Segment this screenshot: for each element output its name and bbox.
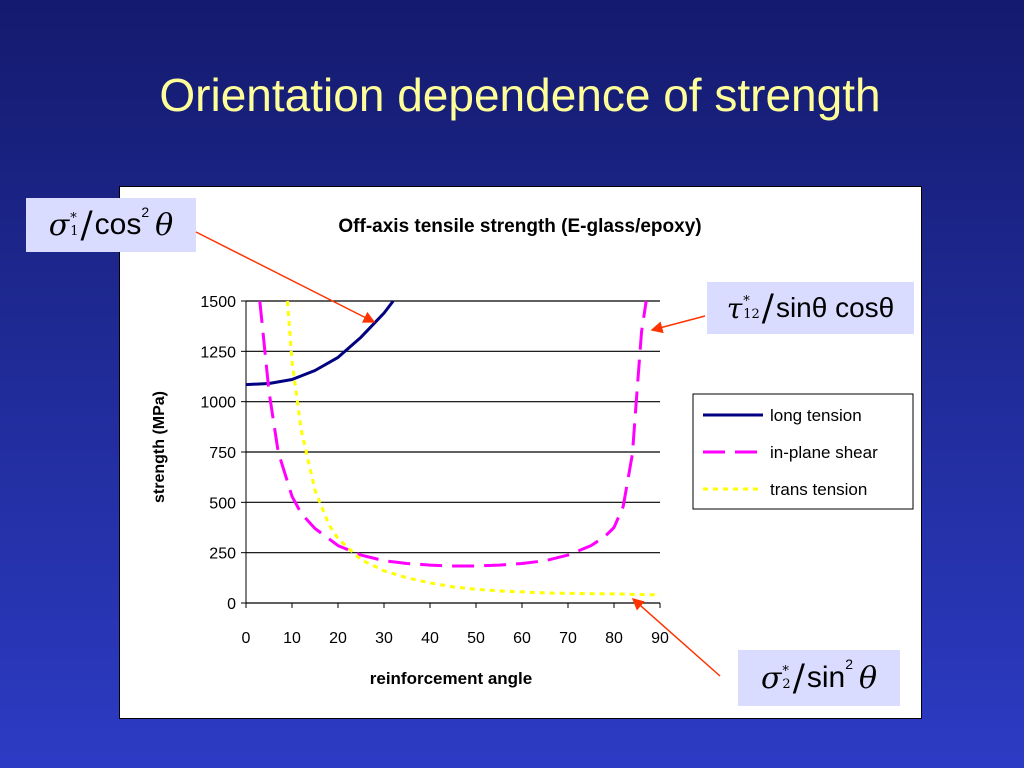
legend-label: in-plane shear	[770, 443, 878, 462]
y-tick-label: 250	[209, 546, 236, 563]
x-tick-label: 60	[513, 630, 531, 647]
series-layer	[246, 300, 660, 597]
chart-frame: Off-axis tensile strength (E-glass/epoxy…	[119, 186, 922, 719]
x-axis-label: reinforcement angle	[370, 669, 533, 688]
long-tension-formula: σ * 1 / cos 2 θ	[26, 198, 196, 252]
strength-chart: Off-axis tensile strength (E-glass/epoxy…	[151, 216, 914, 688]
series-line-long-tension	[246, 300, 395, 387]
tick-labels: 0 250 500 750 1000 1250 1500 0 10 20 30 40 50 60 70 80 9…	[200, 294, 669, 647]
axes	[241, 300, 661, 608]
x-tick-label: 70	[559, 630, 577, 647]
y-tick-label: 0	[227, 596, 236, 613]
y-tick-label: 750	[209, 445, 236, 462]
legend-box	[692, 393, 914, 510]
in-plane-shear-formula: τ * 12 / sinθ cosθ	[707, 282, 914, 334]
legend-label: trans tension	[770, 480, 867, 499]
x-tick-label: 10	[283, 630, 301, 647]
y-tick-label: 1250	[200, 344, 236, 361]
series-line-trans-tension	[285, 300, 660, 597]
x-tick-label: 50	[467, 630, 485, 647]
x-tick-label: 0	[242, 630, 251, 647]
y-tick-label: 500	[209, 495, 236, 512]
chart-title: Off-axis tensile strength (E-glass/epoxy…	[338, 216, 701, 237]
slide-title: Orientation dependence of strength	[159, 69, 881, 121]
x-tick-label: 20	[329, 630, 347, 647]
x-tick-label: 90	[651, 630, 669, 647]
y-tick-label: 1000	[200, 395, 236, 412]
y-tick-label: 1500	[200, 294, 236, 311]
grid-lines	[246, 300, 660, 604]
y-axis-label: strength (MPa)	[151, 391, 168, 503]
legend: long tension in-plane shear trans tension	[692, 393, 914, 510]
x-tick-label: 30	[375, 630, 393, 647]
trans-tension-formula: σ * 2 / sin 2 θ	[738, 650, 900, 706]
x-tick-label: 80	[605, 630, 623, 647]
series-line-in-plane-shear	[258, 300, 648, 568]
x-tick-label: 40	[421, 630, 439, 647]
legend-label: long tension	[770, 406, 862, 425]
